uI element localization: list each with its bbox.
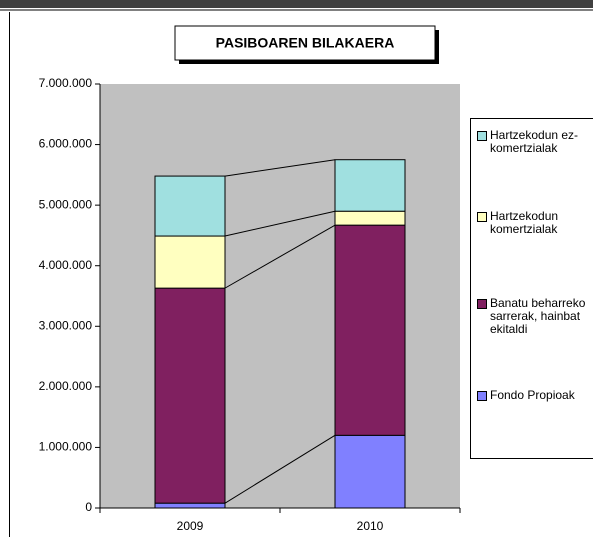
legend-label: Hartzekodun komertzialak: [490, 209, 559, 236]
bar-segment: [154, 175, 226, 237]
x-tick-label: 2009: [177, 519, 204, 533]
x-tick-label: 2010: [357, 519, 384, 533]
plot-area: [100, 84, 460, 508]
chart-title: PASIBOAREN BILAKAERA: [216, 35, 395, 51]
legend-swatch: [477, 299, 487, 309]
series-line: [224, 434, 336, 504]
legend-label: Hartzekodun ez-komertzialak: [490, 128, 579, 155]
legend: Hartzekodun ez-komertzialak Hartzekodun k…: [470, 118, 593, 459]
y-tick-label: 3.000.000: [39, 318, 93, 332]
y-tick-label: 7.000.000: [39, 76, 93, 90]
y-tick-label: 0: [85, 500, 92, 514]
bar-segment: [154, 287, 226, 504]
bar-segment: [154, 235, 226, 289]
y-tick-label: 4.000.000: [39, 258, 93, 272]
series-line: [224, 210, 336, 237]
series-line: [224, 159, 336, 177]
y-tick-label: 1.000.000: [39, 440, 93, 454]
series-line: [224, 224, 336, 289]
y-tick-label: 5.000.000: [39, 197, 93, 211]
bar-segment: [334, 159, 406, 212]
bar-segment: [334, 434, 406, 509]
window-bar: [0, 0, 593, 8]
title-box: [174, 25, 436, 61]
legend-label: Banatu beharreko sarrerak, hainbat ekita…: [490, 296, 586, 336]
y-tick-label: 2.000.000: [39, 379, 93, 393]
legend-swatch: [477, 391, 487, 401]
bar-segment: [334, 224, 406, 436]
legend-label: Fondo Propioak: [490, 388, 575, 402]
y-tick-label: 6.000.000: [39, 137, 93, 151]
bar-segment: [334, 210, 406, 226]
bar-segment: [154, 502, 226, 509]
legend-swatch: [477, 131, 487, 141]
legend-swatch: [477, 212, 487, 222]
